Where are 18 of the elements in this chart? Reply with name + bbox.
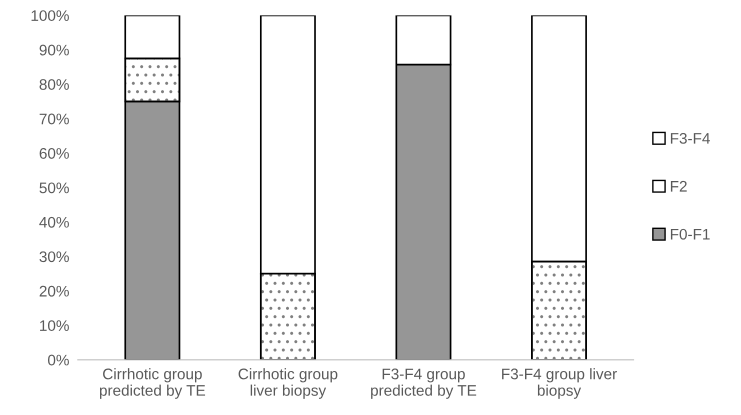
legend-label: F0-F1 [670,228,710,240]
x-tick-label: F3-F4 group liver biopsy [502,368,617,399]
y-tick-label: 20% [40,286,69,297]
y-tick-label: 70% [40,114,69,124]
legend-label: F3-F4 [670,132,710,144]
y-tick-label: 0% [48,354,69,366]
x-tick-label: Cirrhotic group liver biopsy [238,368,338,399]
y-tick-label: 10% [40,320,69,332]
x-tick-label: Cirrhotic group predicted by TE [100,368,206,399]
y-tick-label: 30% [39,251,69,262]
y-tick-label: 60% [40,148,69,159]
legend-label: F2 [670,180,687,192]
y-tick-label: 40% [39,216,69,228]
y-tick-label: 90% [40,44,69,56]
y-tick-label: 100% [32,10,69,22]
y-tick-label: 80% [40,79,69,90]
x-tick-label: F3-F4 group predicted by TE [371,368,476,399]
y-tick-label: 50% [40,182,69,194]
